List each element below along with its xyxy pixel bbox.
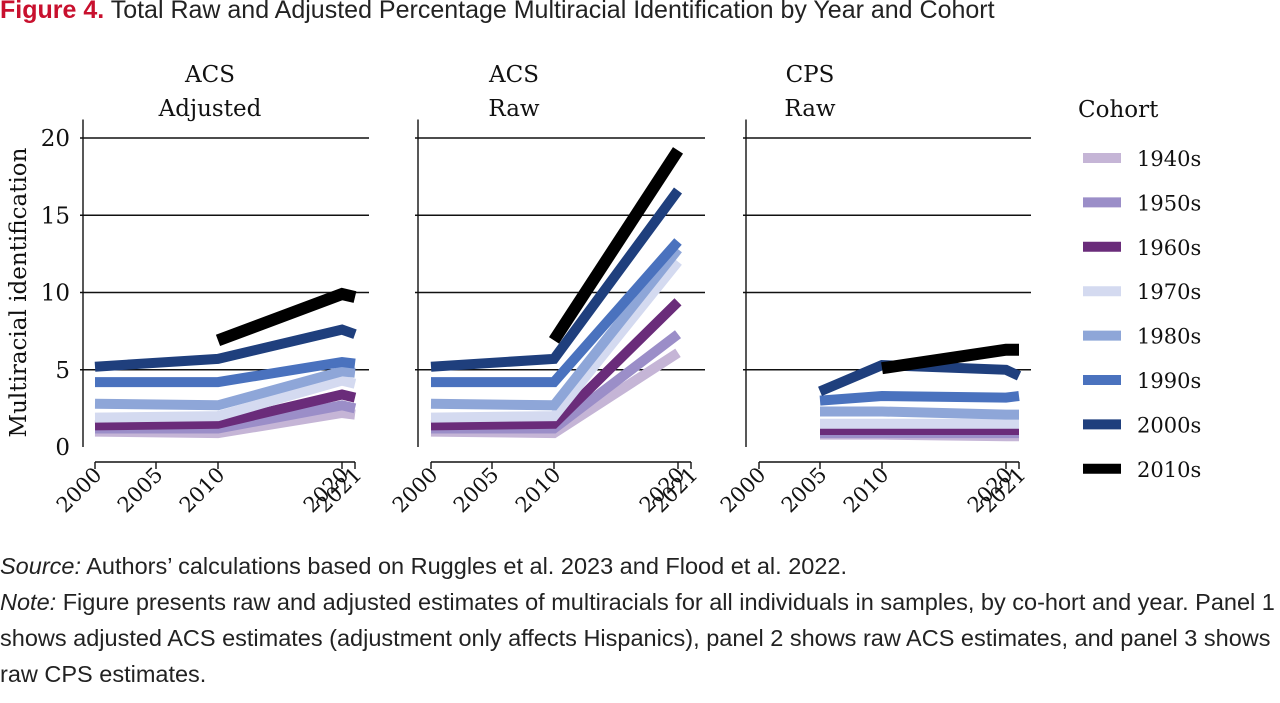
series-line-2010s [548, 147, 684, 344]
panel-title-line2: Raw [784, 96, 836, 122]
series-line-1980s [820, 406, 1019, 420]
series-line-2000s [430, 187, 683, 372]
series-line-1960s [430, 298, 682, 431]
x-tick-label: 2010 [511, 463, 566, 518]
figure-title-text: Total Raw and Adjusted Percentage Multir… [110, 0, 995, 24]
figure-label: Figure 4. [0, 0, 105, 24]
y-tick-label: 15 [41, 203, 70, 229]
panel-title-line1: CPS [786, 62, 835, 88]
series-line-1960s [94, 389, 357, 431]
legend-label: 1990s [1137, 369, 1201, 393]
legend-label: 1970s [1137, 280, 1201, 304]
x-tick-label: 2000 [52, 463, 107, 518]
x-tick-label: 2010 [175, 463, 230, 518]
series-line-1990s [431, 238, 682, 388]
legend-title: Cohort [1078, 97, 1159, 123]
panel-title-line2: Raw [488, 96, 540, 122]
series-line-2000s [94, 324, 357, 372]
y-tick-label: 10 [41, 281, 70, 307]
source-text: Authors’ calculations based on Ruggles e… [81, 553, 848, 579]
series-line-1970s [430, 258, 682, 423]
panel-title-line2: Adjusted [158, 96, 262, 122]
x-tick-label: 2010 [839, 463, 894, 518]
y-axis-label: Multiracial identification [6, 147, 32, 437]
series-line-1980s [430, 246, 682, 411]
x-tick-label: 2005 [777, 463, 832, 518]
source-label: Source: [0, 553, 81, 579]
note-label: Note: [0, 589, 57, 615]
y-tick-label: 5 [55, 358, 70, 384]
series-line-1970s [94, 375, 357, 423]
legend-label: 2010s [1137, 458, 1201, 482]
x-tick-label: 2005 [113, 463, 168, 518]
legend-label: 1940s [1137, 147, 1201, 171]
panel-title-line1: ACS [184, 62, 235, 88]
note-text: Figure presents raw and adjusted estimat… [0, 589, 1275, 687]
figure-notes: Source: Authors’ calculations based on R… [0, 548, 1275, 692]
legend-label: 1960s [1137, 236, 1201, 260]
note-paragraph: Note: Figure presents raw and adjusted e… [0, 584, 1275, 692]
x-tick-label: 2005 [449, 463, 504, 518]
series-line-2010s [881, 343, 1019, 375]
x-tick-label: 2000 [388, 463, 443, 518]
series-line-1990s [95, 356, 356, 388]
x-tick-label: 2000 [716, 463, 771, 518]
series-line-2000s [818, 360, 1022, 397]
series-line-1980s [94, 366, 356, 411]
source-note: Source: Authors’ calculations based on R… [0, 548, 1275, 584]
series-line-2010s [215, 287, 357, 347]
series-line-1990s [819, 390, 1020, 406]
figure-title: Figure 4. Total Raw and Adjusted Percent… [0, 0, 995, 25]
legend-label: 1950s [1137, 191, 1201, 215]
panel-title-line1: ACS [488, 62, 539, 88]
legend-label: 1980s [1137, 325, 1201, 349]
legend-label: 2000s [1137, 413, 1201, 437]
y-tick-label: 0 [55, 435, 70, 461]
y-tick-label: 20 [41, 126, 70, 152]
